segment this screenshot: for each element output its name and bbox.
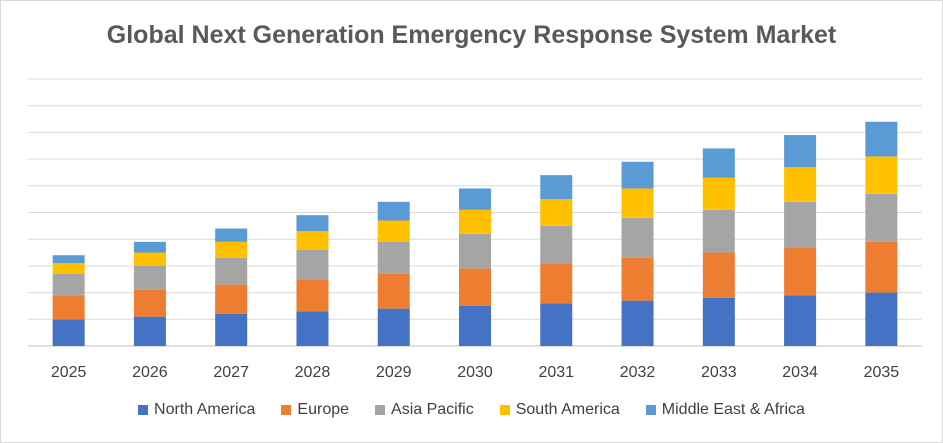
- legend-label: Europe: [297, 401, 350, 418]
- bar-segment-middle-east-africa-2034: [784, 135, 817, 168]
- bar-segment-south-america-2027: [215, 241, 248, 258]
- x-tick-label: 2029: [376, 364, 412, 381]
- bar-segment-south-america-2031: [540, 199, 573, 226]
- bar-segment-asia-pacific-2034: [784, 201, 817, 248]
- legend-label: Middle East & Africa: [661, 401, 805, 418]
- bar-segment-south-america-2025: [52, 263, 85, 274]
- x-tick-label: 2027: [213, 364, 249, 381]
- bar-segment-north-america-2028: [296, 311, 329, 346]
- x-tick-label: 2032: [620, 364, 656, 381]
- legend-label: North America: [154, 401, 256, 418]
- legend-swatch: [645, 405, 656, 415]
- legend-item: Europe: [281, 401, 349, 419]
- bar-segment-asia-pacific-2025: [52, 273, 85, 296]
- bar-segment-north-america-2027: [215, 313, 248, 346]
- bar-segment-asia-pacific-2031: [540, 225, 573, 264]
- bar-segment-middle-east-africa-2030: [459, 188, 491, 210]
- bar-segment-europe-2025: [52, 295, 85, 320]
- bar-segment-asia-pacific-2026: [133, 265, 166, 290]
- bar-segment-south-america-2035: [865, 156, 898, 194]
- bar-segment-europe-2028: [296, 279, 329, 312]
- legend-item: South America: [499, 401, 620, 419]
- bar-segment-middle-east-africa-2025: [52, 255, 85, 264]
- bar-segment-north-america-2030: [459, 305, 491, 346]
- bar-segment-north-america-2031: [540, 303, 573, 346]
- x-tick-label: 2028: [295, 364, 331, 381]
- bar-segment-south-america-2034: [784, 167, 817, 202]
- bar-segment-south-america-2028: [296, 231, 329, 250]
- bar-segment-asia-pacific-2032: [621, 217, 654, 258]
- bar-segment-asia-pacific-2030: [459, 233, 491, 269]
- legend-item: North America: [138, 401, 255, 419]
- bar-segment-asia-pacific-2033: [702, 209, 735, 253]
- bar-segment-europe-2030: [459, 268, 491, 306]
- bar-segment-middle-east-africa-2029: [377, 201, 410, 221]
- bar-segment-north-america-2032: [621, 300, 654, 346]
- x-tick-label: 2026: [132, 364, 168, 381]
- bar-segment-north-america-2026: [133, 316, 166, 346]
- bar-segment-middle-east-africa-2033: [702, 148, 735, 178]
- bar-segment-europe-2034: [784, 247, 817, 296]
- bar-segment-europe-2027: [215, 284, 248, 314]
- bar-segment-asia-pacific-2035: [865, 193, 898, 242]
- bar-segment-middle-east-africa-2032: [621, 161, 654, 189]
- x-tick-label: 2030: [457, 364, 493, 381]
- bar-segment-south-america-2033: [702, 177, 735, 210]
- legend-label: Asia Pacific: [391, 401, 474, 418]
- bar-segment-north-america-2029: [377, 308, 410, 346]
- bar-segment-asia-pacific-2027: [215, 257, 248, 285]
- bar-segment-north-america-2025: [52, 319, 85, 346]
- legend-item: Middle East & Africa: [645, 401, 805, 419]
- x-tick-label: 2033: [701, 364, 737, 381]
- legend-swatch: [375, 405, 386, 415]
- bar-segment-middle-east-africa-2027: [215, 228, 248, 242]
- x-tick-label: 2034: [782, 364, 818, 381]
- bar-segment-europe-2033: [702, 252, 735, 298]
- bar-segment-europe-2029: [377, 273, 410, 309]
- bar-segment-south-america-2029: [377, 220, 410, 242]
- legend-swatch: [138, 405, 149, 415]
- bar-segment-europe-2026: [133, 289, 166, 317]
- bar-segment-europe-2035: [865, 241, 898, 293]
- x-tick-label: 2025: [51, 364, 87, 381]
- bar-segment-south-america-2026: [133, 252, 166, 266]
- bar-segment-asia-pacific-2029: [377, 241, 410, 274]
- bar-segment-middle-east-africa-2035: [865, 121, 898, 157]
- bar-segment-middle-east-africa-2028: [296, 215, 329, 232]
- x-tick-label: 2035: [864, 364, 900, 381]
- bar-segment-north-america-2035: [865, 292, 898, 346]
- chart-legend: North America Europe Asia Pacific South Ame…: [1, 401, 942, 419]
- x-tick-label: 2031: [538, 364, 574, 381]
- bar-segment-europe-2032: [621, 257, 654, 301]
- legend-swatch: [281, 405, 292, 415]
- legend-label: South America: [515, 401, 620, 418]
- bar-segment-asia-pacific-2028: [296, 249, 329, 280]
- bar-segment-europe-2031: [540, 263, 573, 304]
- bar-segment-middle-east-africa-2026: [133, 241, 166, 253]
- legend-swatch: [499, 405, 510, 415]
- bar-segment-north-america-2033: [702, 297, 735, 346]
- chart-title: Global Next Generation Emergency Respons…: [106, 21, 837, 49]
- bar-segment-south-america-2030: [459, 209, 491, 234]
- legend-item: Asia Pacific: [375, 401, 474, 419]
- bar-segment-south-america-2032: [621, 188, 654, 218]
- bar-segment-middle-east-africa-2031: [540, 175, 573, 200]
- bar-segment-north-america-2034: [784, 295, 817, 346]
